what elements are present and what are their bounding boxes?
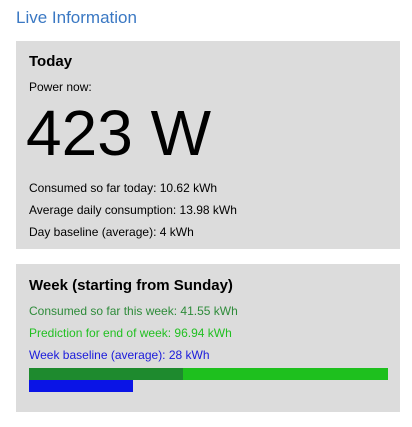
prediction-week-text: Prediction for end of week: 96.94 kWh [29, 326, 232, 340]
week-title: Week (starting from Sunday) [29, 277, 233, 294]
consumed-week-text: Consumed so far this week: 41.55 kWh [29, 304, 238, 318]
week-consumed-bar [29, 368, 183, 380]
power-now-label: Power now: [29, 80, 92, 94]
today-panel: Today Power now: 423 W Consumed so far t… [16, 41, 400, 249]
week-baseline-bar [29, 380, 133, 392]
week-prediction-bar [29, 368, 388, 380]
week-panel: Week (starting from Sunday) Consumed so … [16, 264, 400, 412]
week-baseline-text: Week baseline (average): 28 kWh [29, 348, 210, 362]
day-baseline-text: Day baseline (average): 4 kWh [29, 225, 194, 239]
consumed-today-text: Consumed so far today: 10.62 kWh [29, 181, 218, 195]
power-now-value: 423 W [26, 97, 211, 169]
today-title: Today [29, 53, 73, 70]
average-daily-text: Average daily consumption: 13.98 kWh [29, 203, 237, 217]
page-heading: Live Information [16, 8, 137, 27]
